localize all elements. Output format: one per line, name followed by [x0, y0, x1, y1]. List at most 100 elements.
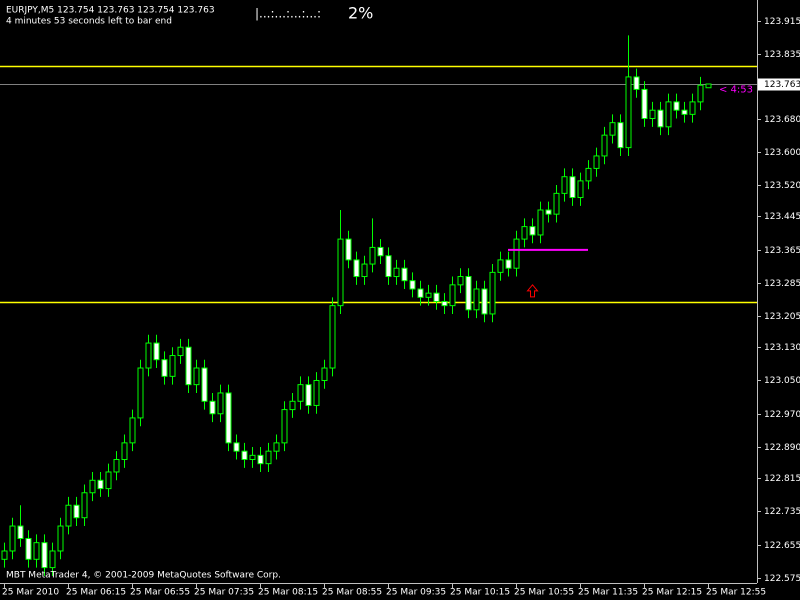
candle-body [649, 109, 656, 120]
candle-body [409, 280, 416, 290]
x-tick-label: 25 Mar 09:35 [386, 588, 446, 598]
candle-body [209, 400, 216, 415]
candle-body [377, 246, 384, 257]
candle-body [569, 176, 576, 199]
candle-body [25, 538, 32, 560]
candle-body [201, 367, 208, 402]
candle-body [97, 479, 104, 490]
candle-body [1, 550, 8, 560]
y-tick-label: 123.050 [764, 376, 800, 386]
candle-body [41, 542, 48, 569]
candle-body [705, 83, 712, 89]
candle-body [113, 458, 120, 473]
candle-body [545, 209, 552, 215]
y-tick-label: 123.680 [764, 115, 800, 125]
candle-body [145, 342, 152, 369]
candle-body [313, 379, 320, 406]
candle-body [329, 305, 336, 369]
candle-body [169, 355, 176, 377]
candle-body [585, 167, 592, 182]
y-tick-label: 123.130 [764, 343, 800, 353]
candle-body [577, 180, 584, 199]
x-tick-label: 25 Mar 07:35 [194, 588, 254, 598]
candle-body [305, 384, 312, 406]
x-tick-label: 25 Mar 10:55 [514, 588, 574, 598]
y-tick-label: 123.285 [764, 279, 800, 289]
candle-body [81, 492, 88, 519]
candle-body [529, 226, 536, 236]
y-tick-label: 123.445 [764, 212, 800, 222]
candle-body [537, 209, 544, 236]
candle-body [553, 192, 560, 215]
candle-body [121, 442, 128, 460]
candle-body [609, 122, 616, 136]
candle-body [89, 479, 96, 494]
candle-body [273, 442, 280, 452]
y-tick-label: 122.655 [764, 541, 800, 551]
plot-area [0, 35, 757, 576]
candle-body [289, 400, 296, 411]
candle-body [401, 267, 408, 282]
candle-body [241, 450, 248, 460]
candle-body [369, 246, 376, 265]
candle-body [177, 346, 184, 357]
candle-body [225, 392, 232, 444]
candle-body [417, 288, 424, 298]
candle-body [505, 259, 512, 269]
x-tick-label: 25 Mar 12:15 [642, 588, 702, 598]
y-tick-label: 123.520 [764, 181, 800, 191]
candle-body [249, 454, 256, 460]
candle-body [617, 122, 624, 149]
candle-body [601, 134, 608, 157]
candle-body [153, 342, 160, 361]
y-tick-label: 122.890 [764, 443, 800, 453]
current-price-label: 123.763 [764, 80, 800, 90]
progress-value: 2% [348, 4, 373, 23]
candle-body [665, 101, 672, 128]
y-tick-label: 122.970 [764, 410, 800, 420]
footer: MBT MetaTrader 4, © 2001-2009 MetaQuotes… [6, 571, 281, 581]
y-tick-label: 123.835 [764, 50, 800, 60]
candle-body [161, 359, 168, 377]
candle-body [497, 259, 504, 273]
candle-body [521, 226, 528, 240]
candle-body [593, 155, 600, 169]
candle-body [625, 76, 632, 149]
symbol-header: EURJPY,M5 123.754 123.763 123.754 123.76… [6, 6, 215, 16]
candle-body [689, 101, 696, 115]
y-tick-label: 123.205 [764, 312, 800, 322]
candle-body [513, 238, 520, 269]
candle-body [185, 346, 192, 386]
candle-body [361, 263, 368, 278]
candle-body [441, 300, 448, 307]
candle-body [641, 88, 648, 120]
candle-body [105, 471, 112, 490]
candle-body [657, 109, 664, 128]
candle-body [137, 367, 144, 419]
candle-body [681, 109, 688, 115]
x-tick-label: 25 Mar 06:15 [66, 588, 126, 598]
candle-body [449, 284, 456, 307]
candle-body [337, 238, 344, 307]
y-tick-label: 123.600 [764, 148, 800, 158]
candle-body [265, 450, 272, 465]
candle-body [49, 550, 56, 569]
candle-body [673, 101, 680, 111]
candle-body [297, 384, 304, 402]
candle-body [281, 409, 288, 444]
candle-body [129, 417, 136, 444]
countdown: < 4:53 [719, 85, 753, 96]
candle-body [257, 454, 264, 465]
bar-timer: 4 minutes 53 seconds left to bar end [6, 17, 172, 27]
x-tick-label: 25 Mar 12:55 [706, 588, 766, 598]
candle-body [457, 276, 464, 286]
candle-body [345, 238, 352, 261]
y-tick-label: 123.365 [764, 246, 800, 256]
x-tick-label: 25 Mar 10:15 [450, 588, 510, 598]
candle-body [17, 525, 24, 540]
candle-body [353, 259, 360, 278]
candle-body [233, 442, 240, 452]
candle-body [385, 255, 392, 278]
candle-body [393, 267, 400, 278]
